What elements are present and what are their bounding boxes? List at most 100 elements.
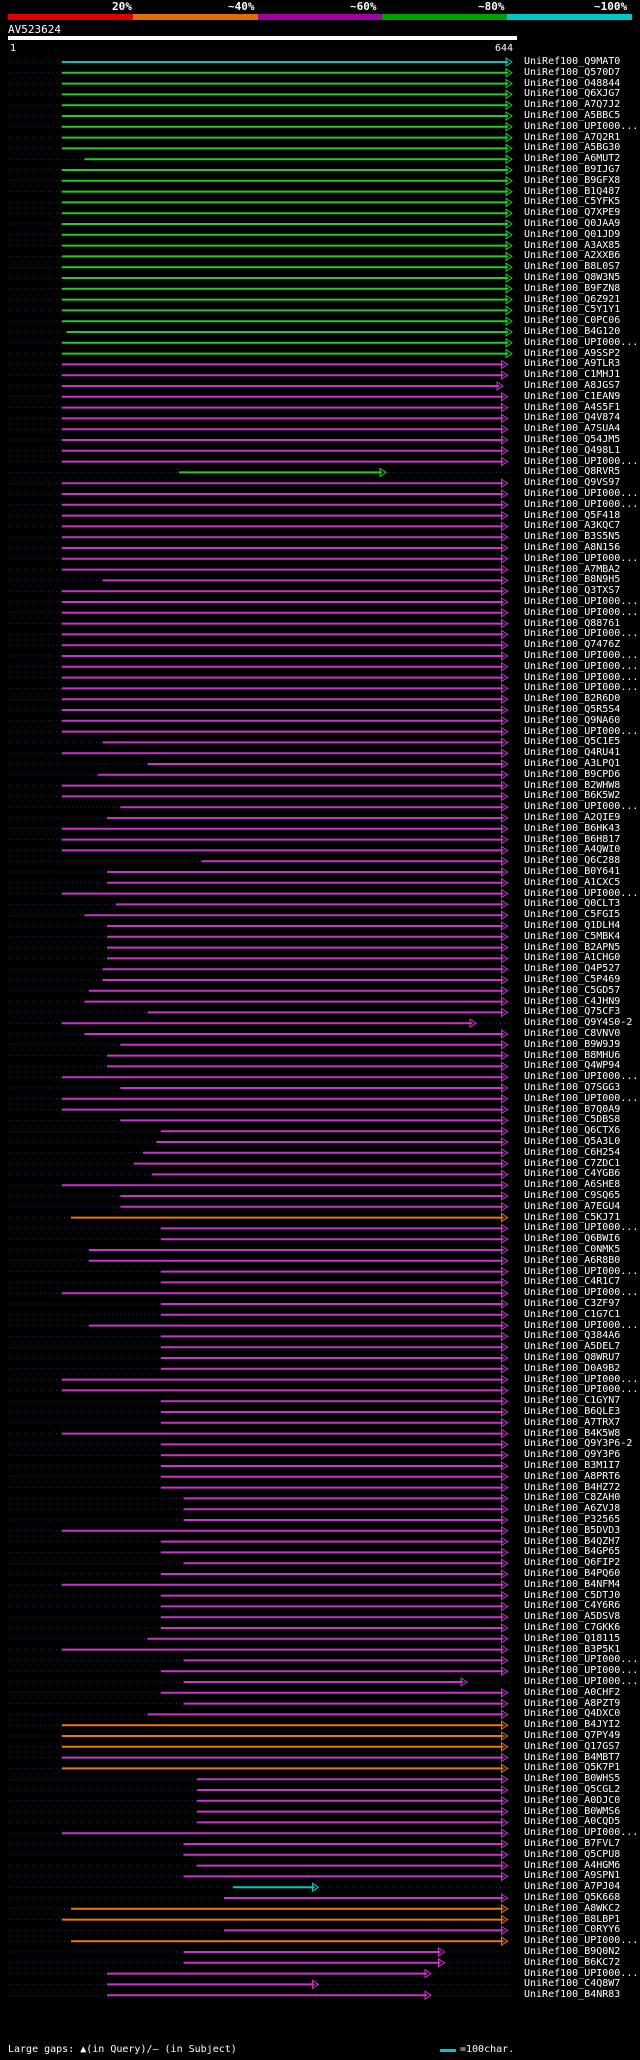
- hit-link[interactable]: UniRef100_A0CQD5: [524, 1816, 621, 1828]
- hit-link[interactable]: UniRef100_Q498L1: [524, 444, 621, 456]
- hit-link[interactable]: UniRef100_A7EGU4: [524, 1200, 621, 1212]
- hit-link[interactable]: UniRef100_A2XXB6: [524, 250, 621, 262]
- hit-link[interactable]: UniRef100_A9TLR3: [524, 358, 621, 370]
- hit-link[interactable]: UniRef100_Q4P527: [524, 963, 621, 975]
- hit-link[interactable]: UniRef100_A7Q7J2: [524, 99, 621, 111]
- hit-link[interactable]: UniRef100_Q0JAA9: [524, 218, 621, 229]
- hit-link[interactable]: UniRef100_A2QIE9: [524, 812, 621, 823]
- hit-link[interactable]: UniRef100_Q4DXC0: [524, 1708, 621, 1720]
- hit-link[interactable]: UniRef100_C4JHN9: [524, 995, 621, 1007]
- hit-link[interactable]: UniRef100_UPI000...: [524, 1654, 639, 1666]
- hit-link[interactable]: UniRef100_A4QWI0: [524, 844, 621, 856]
- hit-link[interactable]: UniRef100_A6ZVJ8: [524, 1503, 621, 1515]
- hit-link[interactable]: UniRef100_Q9MAT0: [524, 56, 621, 67]
- hit-link[interactable]: UniRef100_Q75CF3: [524, 1006, 621, 1018]
- hit-link[interactable]: UniRef100_Q17GS7: [524, 1740, 621, 1752]
- hit-link[interactable]: UniRef100_C1G7C1: [524, 1308, 621, 1320]
- hit-link[interactable]: UniRef100_Q7476Z: [524, 639, 621, 651]
- hit-link[interactable]: UniRef100_Q9VS97: [524, 477, 621, 489]
- hit-link[interactable]: UniRef100_B7Q0A9: [524, 1103, 621, 1115]
- hit-link[interactable]: UniRef100_A7PJ04: [524, 1881, 621, 1893]
- hit-link[interactable]: UniRef100_C7ZDC1: [524, 1157, 621, 1169]
- hit-link[interactable]: UniRef100_Q4WP94: [524, 1060, 621, 1072]
- hit-link[interactable]: UniRef100_Q8W3N5: [524, 272, 621, 283]
- hit-link[interactable]: UniRef100_A1CHG0: [524, 952, 621, 964]
- hit-link[interactable]: UniRef100_B8L0S7: [524, 261, 621, 273]
- hit-link[interactable]: UniRef100_C4Q8W7: [524, 1978, 621, 1990]
- hit-link[interactable]: UniRef100_Q5F418: [524, 509, 621, 521]
- hit-link[interactable]: UniRef100_C5DBS8: [524, 1114, 621, 1126]
- hit-link[interactable]: UniRef100_UPI000...: [524, 887, 639, 899]
- hit-link[interactable]: UniRef100_UPI000...: [524, 1827, 639, 1839]
- hit-link[interactable]: UniRef100_B3S5N5: [524, 531, 621, 543]
- hit-link[interactable]: UniRef100_UPI000...: [524, 1071, 639, 1083]
- hit-link[interactable]: UniRef100_UPI000...: [524, 1373, 639, 1385]
- hit-link[interactable]: UniRef100_B4MBT7: [524, 1751, 621, 1763]
- hit-link[interactable]: UniRef100_A8WKC2: [524, 1902, 621, 1914]
- hit-link[interactable]: UniRef100_B4GP65: [524, 1546, 621, 1558]
- hit-link[interactable]: UniRef100_Q6BWI6: [524, 1233, 621, 1245]
- hit-link[interactable]: UniRef100_UPI000...: [524, 488, 639, 499]
- hit-link[interactable]: UniRef100_C8VNV0: [524, 1028, 621, 1039]
- hit-link[interactable]: UniRef100_C4R1C7: [524, 1276, 621, 1288]
- hit-link[interactable]: UniRef100_A8PZT9: [524, 1697, 621, 1709]
- hit-link[interactable]: UniRef100_UPI000...: [524, 1935, 639, 1947]
- hit-link[interactable]: UniRef100_A7MBA2: [524, 563, 621, 575]
- hit-link[interactable]: UniRef100_UPI000...: [524, 1287, 639, 1299]
- hit-link[interactable]: UniRef100_UPI000...: [524, 682, 639, 694]
- hit-link[interactable]: UniRef100_C9SQ65: [524, 1190, 621, 1201]
- hit-link[interactable]: UniRef100_UPI000...: [524, 1092, 639, 1104]
- hit-link[interactable]: UniRef100_B9IJG7: [524, 164, 621, 175]
- hit-link[interactable]: UniRef100_UPI000...: [524, 650, 639, 661]
- hit-link[interactable]: UniRef100_UPI000...: [524, 1319, 639, 1331]
- hit-link[interactable]: UniRef100_Q9Y3P6-2: [524, 1438, 633, 1450]
- hit-link[interactable]: UniRef100_B4HZ72: [524, 1481, 621, 1493]
- hit-link[interactable]: UniRef100_B9FZN8: [524, 282, 621, 294]
- hit-link[interactable]: UniRef100_Q3TXS7: [524, 585, 621, 597]
- hit-link[interactable]: UniRef100_B8LBP1: [524, 1913, 621, 1925]
- hit-link[interactable]: UniRef100_B4QZH7: [524, 1535, 621, 1547]
- hit-link[interactable]: UniRef100_A3LPQ1: [524, 758, 621, 769]
- hit-link[interactable]: UniRef100_C8ZAH0: [524, 1492, 621, 1504]
- hit-link[interactable]: UniRef100_B4K5W8: [524, 1427, 621, 1439]
- hit-link[interactable]: UniRef100_D0A9B2: [524, 1362, 621, 1374]
- hit-link[interactable]: UniRef100_A3KQC7: [524, 520, 621, 532]
- hit-link[interactable]: UniRef100_A6SHE8: [524, 1179, 621, 1191]
- hit-link[interactable]: UniRef100_A7SUA4: [524, 423, 621, 435]
- hit-link[interactable]: UniRef100_UPI000...: [524, 801, 639, 813]
- hit-link[interactable]: UniRef100_O48844: [524, 77, 621, 89]
- hit-link[interactable]: UniRef100_Q7PY49: [524, 1730, 621, 1741]
- hit-link[interactable]: UniRef100_B3P5K1: [524, 1643, 621, 1655]
- hit-link[interactable]: UniRef100_B5DVD3: [524, 1524, 621, 1536]
- hit-link[interactable]: UniRef100_UPI000...: [524, 596, 639, 607]
- hit-link[interactable]: UniRef100_C0RYY6: [524, 1924, 621, 1936]
- hit-link[interactable]: UniRef100_B4JYI2: [524, 1719, 621, 1731]
- hit-link[interactable]: UniRef100_B6K5W2: [524, 790, 621, 802]
- hit-link[interactable]: UniRef100_A1CXC5: [524, 876, 621, 888]
- hit-link[interactable]: UniRef100_UPI000...: [524, 336, 639, 348]
- hit-link[interactable]: UniRef100_A5BBC5: [524, 110, 621, 121]
- hit-link[interactable]: UniRef100_UPI000...: [524, 606, 639, 618]
- hit-link[interactable]: UniRef100_B3M1I7: [524, 1460, 621, 1471]
- hit-link[interactable]: UniRef100_UPI000...: [524, 455, 639, 467]
- hit-link[interactable]: UniRef100_Q5K7P1: [524, 1762, 621, 1774]
- hit-link[interactable]: UniRef100_UPI000...: [524, 1967, 639, 1979]
- hit-link[interactable]: UniRef100_A3AX85: [524, 239, 621, 251]
- hit-link[interactable]: UniRef100_Q9Y3P6: [524, 1449, 621, 1461]
- hit-link[interactable]: UniRef100_Q9Y4S0-2: [524, 1017, 633, 1029]
- hit-link[interactable]: UniRef100_A5DEL7: [524, 1341, 621, 1353]
- hit-link[interactable]: UniRef100_UPI000...: [524, 671, 639, 683]
- hit-link[interactable]: UniRef100_UPI000...: [524, 628, 639, 640]
- hit-link[interactable]: UniRef100_UPI000...: [524, 1384, 639, 1396]
- hit-link[interactable]: UniRef100_A6R8B0: [524, 1254, 621, 1266]
- hit-link[interactable]: UniRef100_B1Q487: [524, 185, 621, 197]
- hit-link[interactable]: UniRef100_C4Y6R6: [524, 1600, 621, 1612]
- hit-link[interactable]: UniRef100_Q5R5S4: [524, 704, 621, 715]
- hit-link[interactable]: UniRef100_Q7SGG3: [524, 1082, 621, 1093]
- hit-link[interactable]: UniRef100_B6HK43: [524, 822, 621, 834]
- hit-link[interactable]: UniRef100_B9GFX8: [524, 174, 621, 186]
- hit-link[interactable]: UniRef100_Q5K668: [524, 1892, 621, 1903]
- hit-link[interactable]: UniRef100_C1GYN7: [524, 1395, 621, 1407]
- hit-link[interactable]: UniRef100_C0PC06: [524, 315, 621, 327]
- hit-link[interactable]: UniRef100_A8N156: [524, 542, 621, 553]
